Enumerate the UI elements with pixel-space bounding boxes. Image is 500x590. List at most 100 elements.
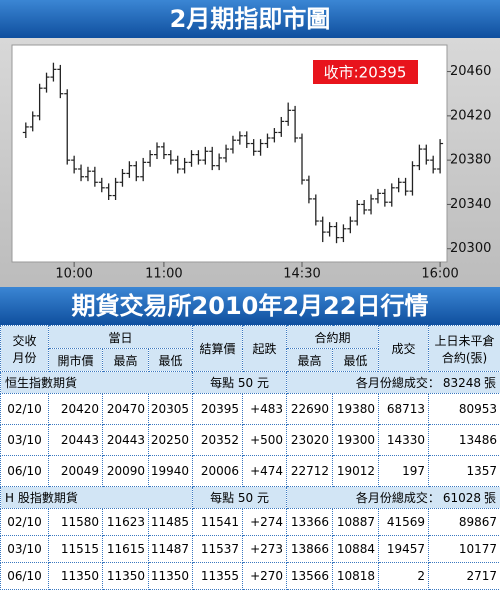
header-cell: 合約期 <box>287 326 379 349</box>
header-cell: 交收月份 <box>1 326 49 372</box>
data-cell: 11537 <box>193 536 243 563</box>
data-cell: 13486 <box>429 425 500 456</box>
data-cell: 14330 <box>379 425 429 456</box>
data-cell: 10884 <box>333 536 379 563</box>
data-cell: 19012 <box>333 456 379 487</box>
data-cell: 20352 <box>193 425 243 456</box>
data-cell: 68713 <box>379 394 429 425</box>
month-cell: 03/10 <box>1 425 49 456</box>
data-cell: 20470 <box>103 394 149 425</box>
y-tick-label: 20420 <box>450 108 491 123</box>
data-cell: 20305 <box>149 394 193 425</box>
header-cell: 當日 <box>49 326 193 349</box>
header-text: 上日未平倉 <box>429 332 500 349</box>
data-cell: 11485 <box>149 509 193 536</box>
header-text: 月份 <box>1 349 48 366</box>
data-cell: 19380 <box>333 394 379 425</box>
month-cell: 03/10 <box>1 536 49 563</box>
data-cell: 23020 <box>287 425 333 456</box>
data-cell: 11623 <box>103 509 149 536</box>
total-unit: 張 <box>484 491 496 505</box>
x-tick-label: 16:00 <box>421 267 458 282</box>
data-cell: 80953 <box>429 394 500 425</box>
data-cell: 13366 <box>287 509 333 536</box>
header-cell: 上日未平倉合約(張) <box>429 326 500 372</box>
data-cell: 20090 <box>103 456 149 487</box>
y-tick-label: 20380 <box>450 153 491 168</box>
data-cell: 11350 <box>103 563 149 590</box>
data-cell: 19457 <box>379 536 429 563</box>
total-label: 各月份總成交： <box>356 491 440 505</box>
chart-title: 2月期指即市圖 <box>0 0 500 38</box>
total-value: 61028 <box>443 491 481 505</box>
x-tick-label: 14:30 <box>283 267 320 282</box>
table-title: 期貨交易所2010年2月22日行情 <box>0 287 500 325</box>
x-tick-label: 11:00 <box>145 267 182 282</box>
total-label: 各月份總成交： <box>356 376 440 390</box>
total-value: 83248 <box>443 376 481 390</box>
header-cell: 結算價 <box>193 326 243 372</box>
data-cell: 22690 <box>287 394 333 425</box>
data-cell: 10818 <box>333 563 379 590</box>
data-cell: 11350 <box>49 563 103 590</box>
chart: 收市:20395 20300 20340 20380 20420 20460 10:00 1… <box>0 38 500 287</box>
header-text: 交收 <box>1 332 48 349</box>
data-cell: 20443 <box>103 425 149 456</box>
data-cell: 20395 <box>193 394 243 425</box>
data-cell: 20250 <box>149 425 193 456</box>
data-cell: 2717 <box>429 563 500 590</box>
data-cell: +500 <box>243 425 287 456</box>
data-cell: +483 <box>243 394 287 425</box>
section-note: 每點 50 元 <box>193 372 287 394</box>
x-tick-label: 10:00 <box>55 267 92 282</box>
section-note: 每點 50 元 <box>193 487 287 509</box>
data-cell: 10887 <box>333 509 379 536</box>
y-tick-label: 20300 <box>450 241 491 256</box>
data-cell: 11487 <box>149 536 193 563</box>
data-cell: 19300 <box>333 425 379 456</box>
y-tick-label: 20460 <box>450 64 491 79</box>
data-cell: 197 <box>379 456 429 487</box>
header-cell: 最高 <box>287 349 333 372</box>
y-tick-label: 20340 <box>450 197 491 212</box>
annotation: 收市:20395 <box>324 64 407 82</box>
market-table: 交收月份 當日 結算價 起跌 合約期 成交 上日未平倉合約(張) 開市價 最高最低… <box>0 325 500 590</box>
header-cell: 開市價 <box>49 349 103 372</box>
data-cell: 20420 <box>49 394 103 425</box>
data-cell: 41569 <box>379 509 429 536</box>
data-cell: 11515 <box>49 536 103 563</box>
data-cell: 20049 <box>49 456 103 487</box>
data-cell: 11541 <box>193 509 243 536</box>
data-cell: 20443 <box>49 425 103 456</box>
data-cell: 13566 <box>287 563 333 590</box>
data-cell: 11355 <box>193 563 243 590</box>
data-cell: 11615 <box>103 536 149 563</box>
data-cell: +474 <box>243 456 287 487</box>
data-cell: 11350 <box>149 563 193 590</box>
data-cell: +270 <box>243 563 287 590</box>
header-cell: 最低 <box>333 349 379 372</box>
month-cell: 06/10 <box>1 456 49 487</box>
total-unit: 張 <box>484 376 496 390</box>
section-name: H 股指數期貨 <box>1 487 193 509</box>
month-cell: 06/10 <box>1 563 49 590</box>
data-cell: 19940 <box>149 456 193 487</box>
data-cell: +274 <box>243 509 287 536</box>
header-text: 合約(張) <box>429 349 500 366</box>
header-cell: 起跌 <box>243 326 287 372</box>
section-name: 恒生指數期貨 <box>1 372 193 394</box>
data-cell: +273 <box>243 536 287 563</box>
data-cell: 1357 <box>429 456 500 487</box>
data-cell: 11580 <box>49 509 103 536</box>
header-cell: 成交 <box>379 326 429 372</box>
data-cell: 20006 <box>193 456 243 487</box>
month-cell: 02/10 <box>1 394 49 425</box>
